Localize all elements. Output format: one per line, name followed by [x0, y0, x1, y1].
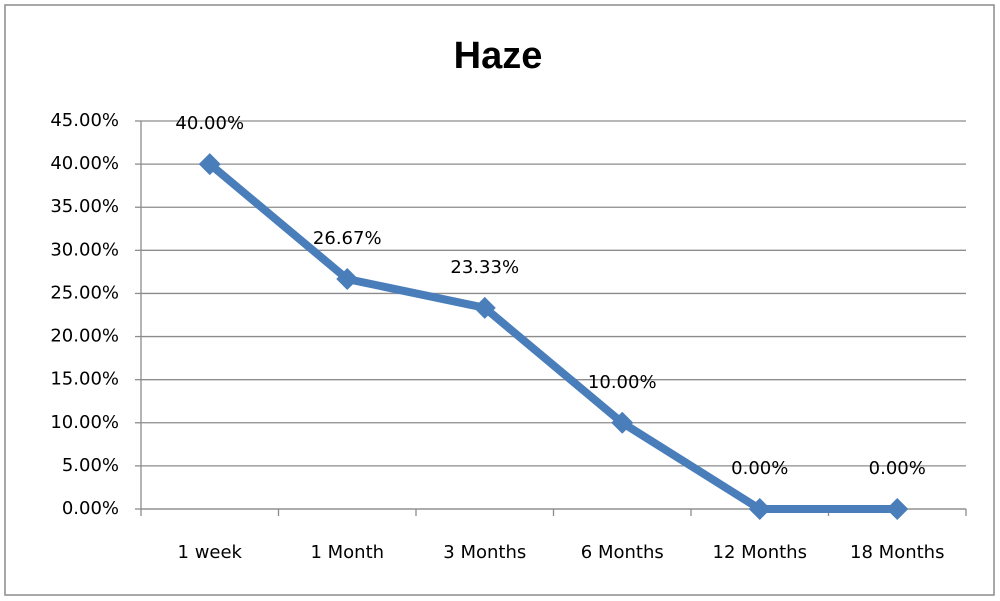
data-marker	[198, 153, 221, 176]
x-tick-label: 12 Months	[713, 542, 807, 563]
data-label: 23.33%	[450, 257, 519, 278]
y-tick-label: 25.00%	[50, 282, 119, 303]
y-tick-label: 5.00%	[62, 455, 119, 476]
y-tick-label: 40.00%	[50, 153, 119, 174]
y-tick-label: 0.00%	[62, 498, 119, 519]
y-tick-label: 20.00%	[50, 326, 119, 347]
x-tick-label: 1 Month	[310, 542, 384, 563]
y-tick-label: 10.00%	[50, 412, 119, 433]
data-marker	[886, 498, 909, 520]
y-tick-label: 35.00%	[50, 196, 119, 217]
data-label: 0.00%	[731, 458, 788, 479]
data-marker	[473, 296, 496, 319]
data-marker	[611, 411, 634, 434]
y-tick-label: 45.00%	[50, 110, 119, 131]
data-label: 0.00%	[869, 458, 926, 479]
y-tick-label: 30.00%	[50, 239, 119, 260]
data-label: 40.00%	[175, 113, 244, 134]
x-tick-label: 18 Months	[850, 542, 944, 563]
data-line	[207, 161, 898, 513]
data-marker	[336, 268, 359, 291]
x-tick-label: 6 Months	[581, 542, 664, 563]
data-label: 10.00%	[588, 372, 657, 393]
chart-border	[4, 4, 995, 596]
x-tick-label: 1 week	[178, 542, 243, 563]
x-tick-label: 3 Months	[443, 542, 526, 563]
data-label: 26.67%	[313, 228, 382, 249]
chart-title: Haze	[454, 35, 543, 77]
y-tick-label: 15.00%	[50, 369, 119, 390]
data-marker	[748, 498, 771, 520]
